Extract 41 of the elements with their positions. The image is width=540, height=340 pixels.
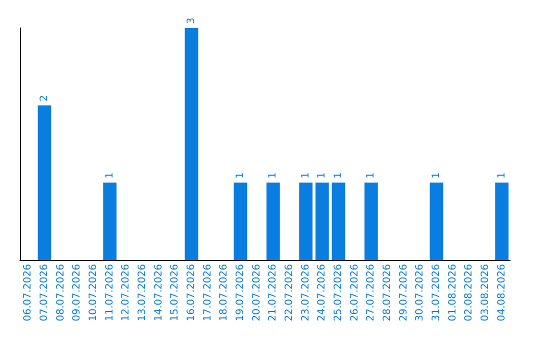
x-tick-label: 06.07.2026 bbox=[22, 264, 34, 322]
x-tick-label: 23.07.2026 bbox=[300, 264, 312, 322]
x-tick-label: 07.07.2026 bbox=[39, 264, 50, 322]
data-label: 1 bbox=[235, 172, 246, 179]
x-tick-label: 16.07.2026 bbox=[186, 264, 197, 322]
x-tick-label: 03.08.2026 bbox=[480, 264, 491, 322]
x-tick-label: 21.07.2026 bbox=[268, 264, 279, 322]
x-tick-label: 12.07.2026 bbox=[120, 264, 132, 322]
x-tick-label: 02.08.2026 bbox=[464, 264, 475, 322]
x-tick-label: 18.07.2026 bbox=[218, 264, 230, 322]
x-tick-label: 01.08.2026 bbox=[447, 264, 458, 322]
x-tick-label: 29.07.2026 bbox=[398, 264, 410, 322]
x-tick-label: 17.07.2026 bbox=[202, 264, 214, 322]
x-tick-label: 10.07.2026 bbox=[88, 264, 99, 322]
x-tick-label: 25.07.2026 bbox=[333, 264, 344, 322]
x-tick-label: 14.07.2026 bbox=[153, 264, 164, 322]
data-label: 1 bbox=[496, 172, 508, 179]
x-tick-label: 28.07.2026 bbox=[382, 264, 393, 322]
x-tick-label: 13.07.2026 bbox=[137, 264, 148, 322]
x-tick-label: 19.07.2026 bbox=[235, 264, 246, 322]
x-tick-label: 11.07.2026 bbox=[104, 264, 116, 322]
data-label: 1 bbox=[431, 172, 442, 179]
x-tick-label: 24.07.2026 bbox=[316, 264, 328, 322]
data-label: 1 bbox=[316, 172, 328, 179]
x-tick-label: 20.07.2026 bbox=[251, 264, 262, 322]
x-tick-label: 31.07.2026 bbox=[431, 264, 442, 322]
data-label: 1 bbox=[366, 172, 377, 179]
data-label: 1 bbox=[333, 172, 344, 179]
data-label: 3 bbox=[186, 18, 197, 24]
data-label: 1 bbox=[104, 172, 116, 179]
data-label: 1 bbox=[300, 172, 312, 179]
x-tick-label: 09.07.2026 bbox=[72, 264, 83, 322]
x-tick-label: 26.07.2026 bbox=[349, 264, 360, 322]
x-tick-label: 22.07.2026 bbox=[284, 264, 295, 322]
x-tick-label: 15.07.2026 bbox=[170, 264, 181, 322]
data-label: 2 bbox=[39, 94, 50, 102]
x-tick-label: 30.07.2026 bbox=[414, 264, 426, 322]
x-tick-label: 04.08.2026 bbox=[496, 264, 508, 322]
x-tick-label: 08.07.2026 bbox=[55, 264, 66, 322]
data-label: 1 bbox=[268, 172, 279, 179]
x-tick-label: 27.07.2026 bbox=[366, 264, 377, 322]
